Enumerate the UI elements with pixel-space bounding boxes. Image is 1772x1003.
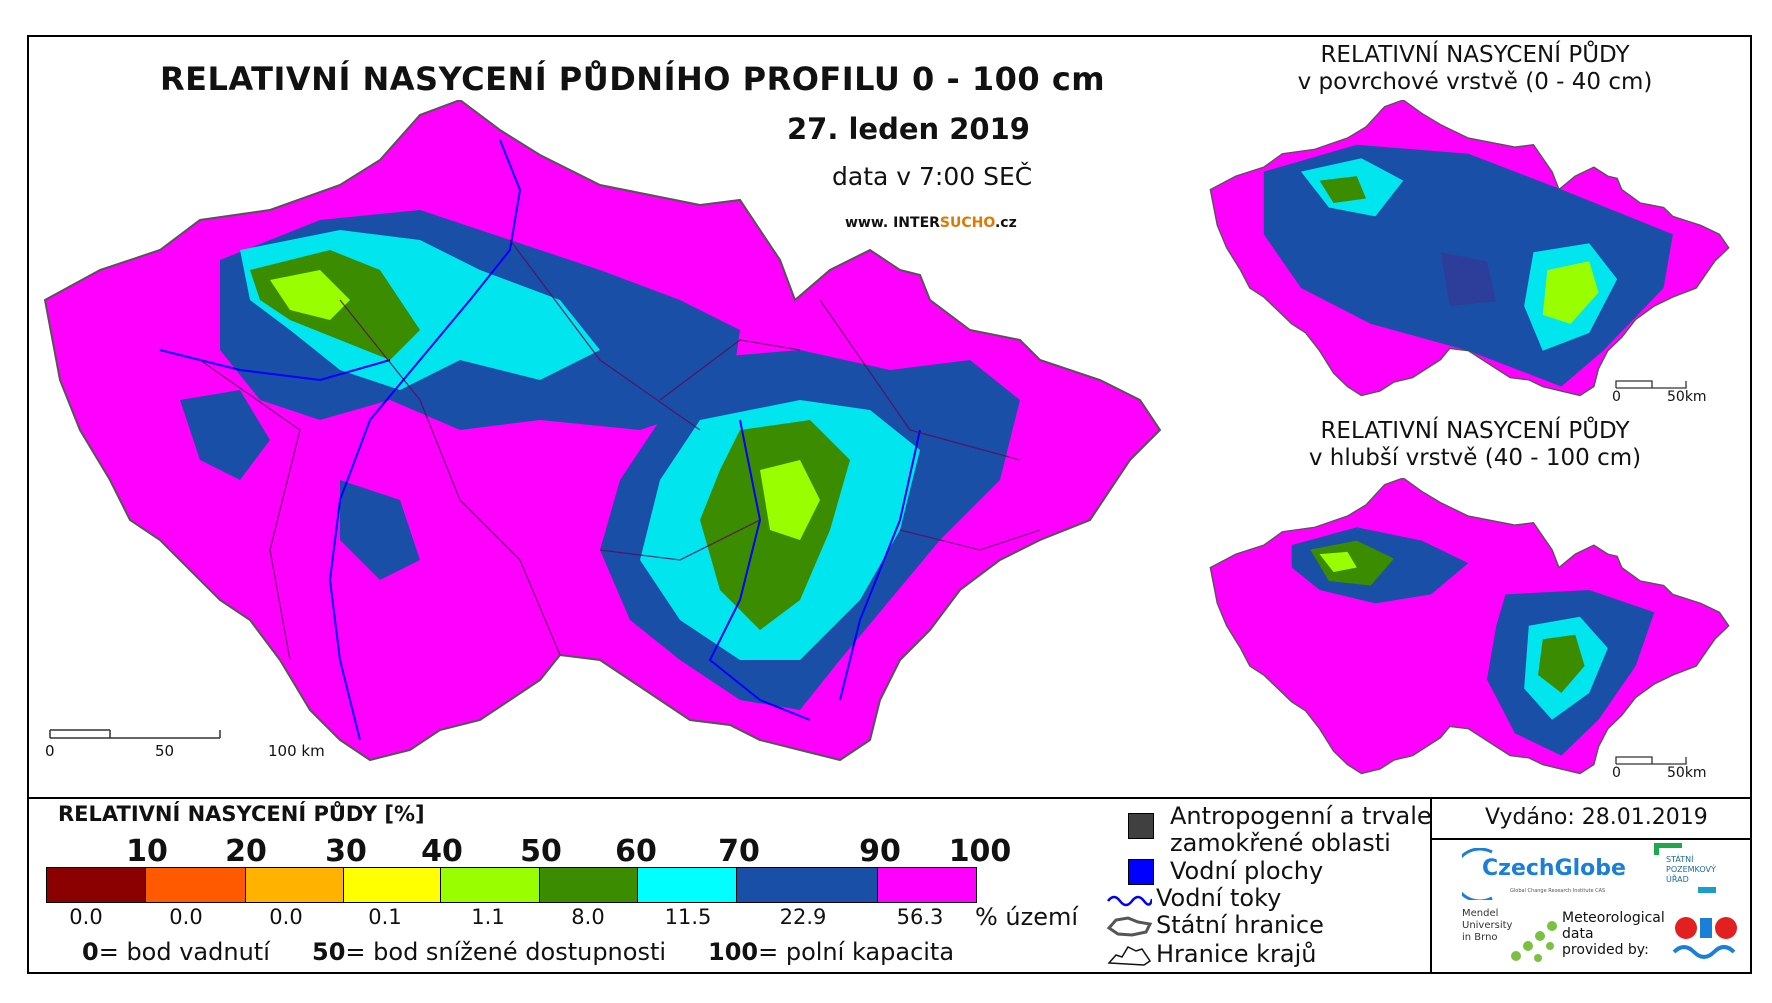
issued-divider [1430, 838, 1752, 840]
symbol-region-border: Hranice krajů [1106, 941, 1316, 968]
legend-percent: 1.1 [471, 905, 505, 929]
gray-square-icon [1128, 813, 1154, 839]
legend-tick: 30 [325, 834, 367, 869]
legend-tick: 40 [421, 834, 463, 869]
chmi-logo-icon [1672, 917, 1737, 959]
symbol-rivers: Vodní toky [1106, 885, 1281, 912]
state-border-icon [1106, 915, 1152, 937]
legend-percent-unit: % území [975, 903, 1079, 931]
legend-percent: 22.9 [779, 905, 827, 929]
legend-swatch [877, 867, 977, 903]
inset-surface-scalebar [1615, 380, 1687, 389]
legend-tick: 90 [859, 834, 901, 869]
definition-capacity: 100= polní kapacita [708, 938, 955, 966]
main-scale-100: 100 km [268, 742, 325, 760]
legend-swatch [440, 867, 540, 903]
legend-percent: 0.0 [269, 905, 303, 929]
legend-title: RELATIVNÍ NASYCENÍ PŮDY [%] [58, 802, 425, 826]
czechglobe-logo: CzechGlobe Global Change Research Instit… [1452, 847, 1626, 903]
website-link[interactable]: www. INTERSUCHO.cz [845, 215, 1017, 231]
map-title: RELATIVNÍ NASYCENÍ PŮDNÍHO PROFILU 0 - 1… [160, 60, 1106, 98]
legend-tick: 70 [718, 834, 760, 869]
inset-surface-scale-50: 50km [1667, 389, 1707, 405]
mendel-logo: Mendel University in Brno [1462, 908, 1572, 968]
legend-swatch [637, 867, 737, 903]
main-scale-50: 50 [155, 742, 175, 760]
legend-percent: 0.1 [368, 905, 402, 929]
legend-divider [27, 797, 1752, 799]
met-provider: Meteorological data provided by: [1562, 906, 1752, 966]
spu-logo: STÁTNÍ POZEMKOVÝ ÚŘAD [1648, 843, 1728, 895]
inset-surface-map [1209, 100, 1730, 397]
main-scale-0: 0 [45, 742, 55, 760]
river-line-icon [1107, 895, 1152, 906]
legend-percent: 0.0 [69, 905, 103, 929]
legend-tick: 100 [948, 834, 1012, 869]
logo-divider [1430, 797, 1432, 974]
legend-tick: 60 [615, 834, 657, 869]
legend-swatch [46, 867, 146, 903]
map-frame [27, 35, 1752, 974]
legend-swatch [736, 867, 878, 903]
inset-surface-scale-0: 0 [1612, 389, 1621, 405]
inset-deep-title: RELATIVNÍ NASYCENÍ PŮDY v hlubší vrstvě … [1308, 418, 1642, 471]
legend-tick: 20 [225, 834, 267, 869]
region-border-icon [1107, 945, 1152, 966]
data-time: data v 7:00 SEČ [832, 162, 1033, 191]
main-scalebar [49, 729, 221, 739]
issued-date: Vydáno: 28.01.2019 [1485, 805, 1708, 830]
inset-surface-title: RELATIVNÍ NASYCENÍ PŮDY v povrchové vrst… [1297, 42, 1653, 95]
legend-tick: 50 [520, 834, 562, 869]
legend-tick: 10 [126, 834, 168, 869]
legend-percent: 11.5 [664, 905, 712, 929]
legend-swatch [145, 867, 246, 903]
blue-square-icon [1128, 858, 1154, 885]
legend-percent: 8.0 [571, 905, 605, 929]
symbol-water-bodies: Vodní plochy [1128, 858, 1323, 885]
mendel-dots-icon [1511, 921, 1557, 962]
legend-percent: 56.3 [896, 905, 944, 929]
inset-deep-scalebar [1615, 756, 1687, 765]
definition-wilting: 0= bod vadnutí [82, 938, 270, 966]
main-soil-saturation-map [43, 100, 1162, 762]
legend-swatch [539, 867, 638, 903]
legend-swatch [343, 867, 441, 903]
inset-deep-map [1209, 478, 1730, 775]
spu-logo-icon [1654, 843, 1716, 895]
map-date: 27. leden 2019 [787, 112, 1030, 146]
legend-percent: 0.0 [169, 905, 203, 929]
symbol-anthropogenic: Antropogenní a trvale zamokřené oblasti [1128, 803, 1432, 857]
inset-deep-scale-0: 0 [1612, 765, 1621, 781]
inset-deep-scale-50: 50km [1667, 765, 1707, 781]
symbol-state-border: Státní hranice [1106, 912, 1324, 939]
legend-swatch [245, 867, 344, 903]
definition-reduced: 50= bod snížené dostupnosti [312, 938, 667, 966]
